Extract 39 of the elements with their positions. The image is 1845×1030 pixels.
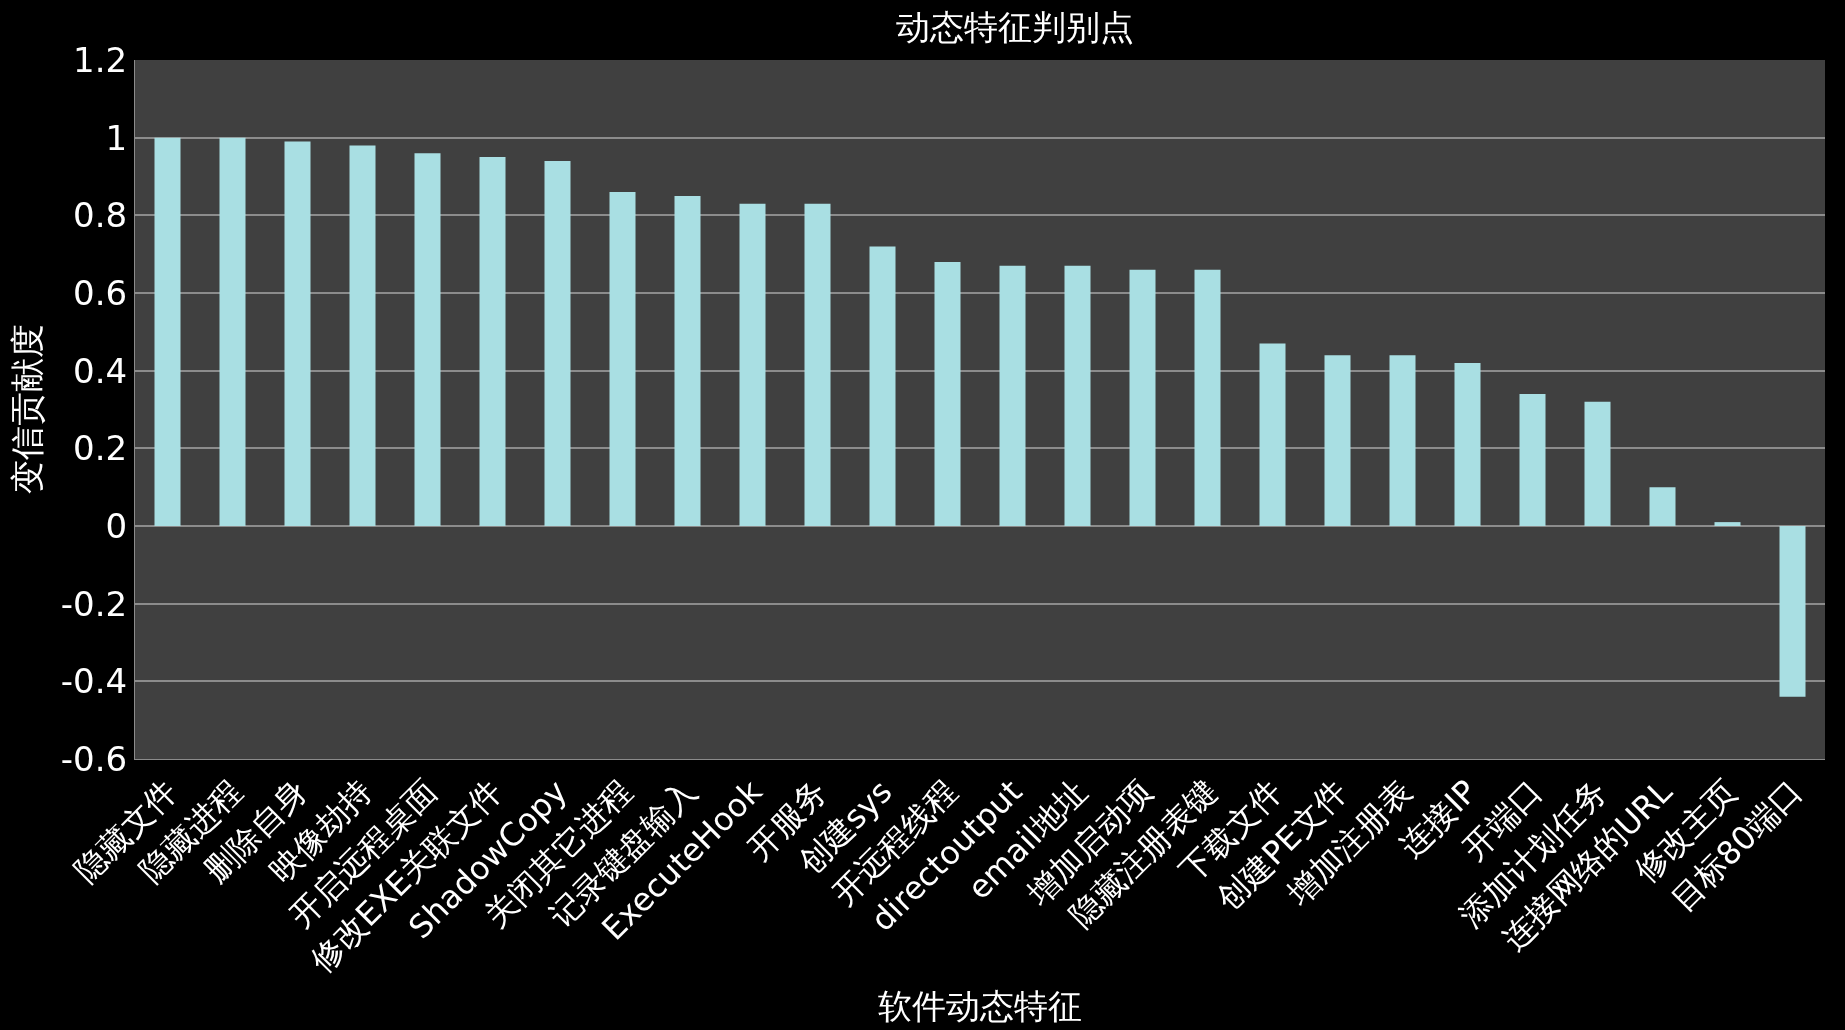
y-axis-title: 变信贡献度 bbox=[7, 324, 48, 495]
bar bbox=[479, 157, 506, 526]
bar bbox=[804, 203, 831, 526]
y-tick-label: -0.2 bbox=[60, 583, 128, 624]
y-tick-label: 0.4 bbox=[73, 350, 128, 391]
bar bbox=[609, 192, 636, 526]
bar bbox=[674, 195, 701, 526]
y-tick-label: 0.2 bbox=[73, 428, 128, 469]
bar bbox=[1324, 355, 1351, 526]
bar bbox=[1454, 362, 1481, 526]
y-tick-label: 0.8 bbox=[73, 195, 128, 236]
bar bbox=[1714, 522, 1741, 526]
bar bbox=[349, 145, 376, 526]
y-tick-label: -0.6 bbox=[60, 738, 128, 779]
y-tick-label: 0 bbox=[105, 505, 128, 546]
bar bbox=[219, 137, 246, 526]
bar bbox=[414, 153, 441, 526]
y-tick-label: 1 bbox=[105, 117, 128, 158]
bar bbox=[544, 160, 571, 526]
bar bbox=[1129, 269, 1156, 526]
y-tick-label: -0.4 bbox=[60, 661, 128, 702]
bar bbox=[739, 203, 766, 526]
bar bbox=[1194, 269, 1221, 526]
bar bbox=[999, 265, 1026, 526]
bar bbox=[154, 137, 181, 526]
y-tick-label: 1.2 bbox=[73, 39, 128, 80]
x-axis-title: 软件动态特征 bbox=[878, 985, 1082, 1026]
chart-title: 动态特征判别点 bbox=[895, 7, 1134, 48]
bar bbox=[1064, 265, 1091, 526]
bar bbox=[934, 261, 961, 526]
bar bbox=[1584, 401, 1611, 526]
bar bbox=[1389, 355, 1416, 526]
bar bbox=[869, 246, 896, 526]
bar bbox=[1519, 393, 1546, 526]
bar bbox=[1779, 526, 1806, 697]
bar bbox=[284, 141, 311, 526]
y-tick-label: 0.6 bbox=[73, 272, 128, 313]
bar bbox=[1649, 487, 1676, 526]
bar bbox=[1259, 343, 1286, 526]
